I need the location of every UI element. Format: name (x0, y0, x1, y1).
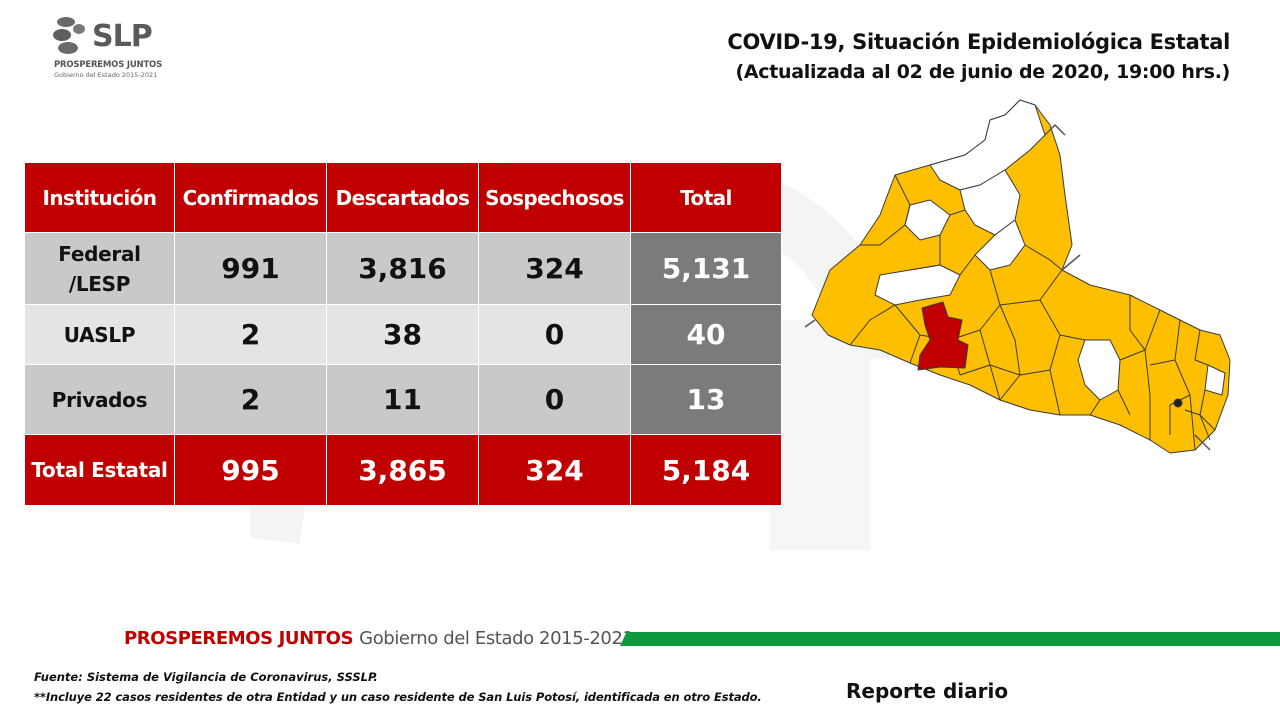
row-label: Privados (24, 364, 175, 435)
table-header-row: Institución Confirmados Descartados Sosp… (24, 162, 782, 233)
page-subtitle: (Actualizada al 02 de junio de 2020, 19:… (735, 61, 1231, 83)
row-label-line2: /LESP (68, 271, 131, 296)
column-header: Confirmados (174, 162, 327, 233)
cell-descartados: 38 (326, 304, 479, 365)
logo-subtitle: Gobierno del Estado 2015-2021 (54, 71, 158, 79)
logo-mark-icon (53, 17, 85, 54)
map-region (1204, 364, 1226, 396)
slp-logo: SLP PROSPEREMOS JUNTOS Gobierno del Esta… (52, 16, 172, 80)
row-label: Federal /LESP (24, 232, 175, 305)
footer-brand-rest: Gobierno del Estado 2015-2021 (359, 628, 634, 649)
footnote: **Incluye 22 casos residentes de otra En… (34, 690, 762, 704)
logo-tagline: PROSPEREMOS JUNTOS (54, 60, 162, 70)
table-total-row: Total Estatal 995 3,865 324 5,184 (24, 434, 782, 506)
row-label: Total Estatal (24, 434, 175, 506)
column-header: Total (630, 162, 782, 233)
source-note: Fuente: Sistema de Vigilancia de Coronav… (34, 670, 378, 684)
cases-table: Institución Confirmados Descartados Sosp… (24, 162, 782, 506)
column-header: Institución (24, 162, 175, 233)
map-region-marker (1173, 398, 1183, 408)
column-header: Descartados (326, 162, 479, 233)
state-map (804, 99, 1231, 454)
cell-sospechosos: 324 (478, 434, 631, 506)
table-row: Federal /LESP 991 3,816 324 5,131 (24, 232, 782, 305)
cell-confirmados: 995 (174, 434, 327, 506)
column-header: Sospechosos (478, 162, 631, 233)
cell-total: 40 (630, 304, 782, 365)
logo-text: SLP (92, 19, 153, 54)
footer-green-bar (620, 632, 1280, 646)
table-row: UASLP 2 38 0 40 (24, 304, 782, 365)
page-title: COVID-19, Situación Epidemiológica Estat… (727, 30, 1230, 54)
cell-sospechosos: 324 (478, 232, 631, 305)
footer-brand-strong: PROSPEREMOS JUNTOS (124, 628, 354, 649)
report-label: Reporte diario (846, 679, 1009, 703)
cell-confirmados: 2 (174, 364, 327, 435)
cell-total: 5,184 (630, 434, 782, 506)
row-label-line1: Federal (58, 241, 141, 266)
map-region-capital (917, 301, 969, 371)
cell-descartados: 3,816 (326, 232, 479, 305)
table-row: Privados 2 11 0 13 (24, 364, 782, 435)
cell-total: 13 (630, 364, 782, 435)
cell-confirmados: 991 (174, 232, 327, 305)
cell-total: 5,131 (630, 232, 782, 305)
cell-descartados: 3,865 (326, 434, 479, 506)
map-region (1077, 339, 1121, 401)
cell-confirmados: 2 (174, 304, 327, 365)
footer-brand: PROSPEREMOS JUNTOS Gobierno del Estado 20… (124, 628, 634, 649)
cell-sospechosos: 0 (478, 304, 631, 365)
row-label: UASLP (24, 304, 175, 365)
cell-sospechosos: 0 (478, 364, 631, 435)
cell-descartados: 11 (326, 364, 479, 435)
